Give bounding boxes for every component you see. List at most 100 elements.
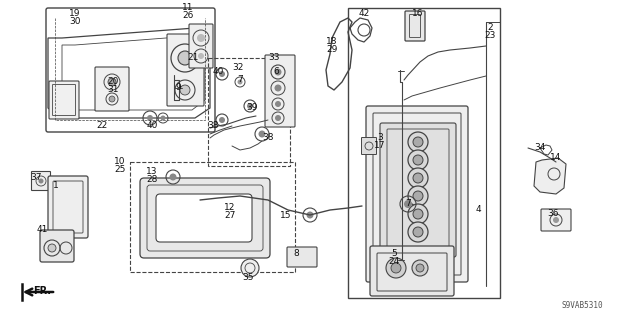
Text: 13: 13	[147, 167, 157, 176]
FancyBboxPatch shape	[541, 209, 571, 231]
Text: 7: 7	[237, 76, 243, 85]
FancyBboxPatch shape	[49, 81, 79, 119]
Circle shape	[413, 137, 423, 147]
Text: 26: 26	[182, 11, 194, 20]
Circle shape	[109, 96, 115, 102]
Circle shape	[408, 150, 428, 170]
Circle shape	[198, 53, 204, 59]
Text: 25: 25	[115, 166, 125, 174]
Text: 14: 14	[550, 153, 562, 162]
Circle shape	[197, 34, 205, 42]
Circle shape	[307, 211, 314, 219]
Circle shape	[108, 78, 116, 86]
Circle shape	[408, 186, 428, 206]
Text: 22: 22	[97, 122, 108, 130]
Circle shape	[178, 51, 192, 65]
Text: 40: 40	[212, 68, 224, 77]
Circle shape	[413, 191, 423, 201]
Circle shape	[408, 168, 428, 188]
Text: 33: 33	[268, 54, 280, 63]
Circle shape	[259, 130, 266, 137]
Text: 39: 39	[246, 103, 258, 113]
Polygon shape	[534, 158, 566, 194]
Text: 31: 31	[108, 85, 119, 94]
Text: 7: 7	[405, 199, 411, 209]
Circle shape	[413, 155, 423, 165]
Text: 30: 30	[69, 18, 81, 26]
Circle shape	[219, 117, 225, 123]
Text: 9: 9	[175, 84, 181, 93]
Text: 35: 35	[243, 273, 253, 283]
Text: 38: 38	[207, 122, 219, 130]
Circle shape	[553, 217, 559, 223]
Circle shape	[219, 71, 225, 77]
Circle shape	[386, 258, 406, 278]
Circle shape	[413, 209, 423, 219]
Text: 1: 1	[53, 182, 59, 190]
Text: 2: 2	[487, 24, 493, 33]
Circle shape	[413, 173, 423, 183]
Text: 15: 15	[280, 211, 292, 220]
Circle shape	[147, 115, 153, 121]
Circle shape	[275, 69, 282, 76]
Circle shape	[241, 259, 259, 277]
Text: 42: 42	[358, 10, 370, 19]
Circle shape	[391, 263, 401, 273]
FancyBboxPatch shape	[31, 172, 51, 190]
Text: 24: 24	[388, 257, 399, 266]
Text: 12: 12	[224, 204, 236, 212]
FancyBboxPatch shape	[167, 34, 204, 106]
Text: 41: 41	[36, 226, 48, 234]
Text: 36: 36	[547, 210, 559, 219]
Circle shape	[161, 115, 166, 121]
Text: 6: 6	[273, 66, 279, 76]
Text: 28: 28	[147, 175, 157, 184]
Text: FR.: FR.	[33, 286, 51, 296]
Text: 40: 40	[147, 122, 157, 130]
Text: 32: 32	[232, 63, 244, 72]
FancyBboxPatch shape	[95, 67, 129, 111]
Circle shape	[275, 85, 282, 92]
Text: 38: 38	[262, 133, 274, 143]
Circle shape	[408, 222, 428, 242]
Text: 3: 3	[377, 133, 383, 143]
Text: 27: 27	[224, 211, 236, 220]
FancyBboxPatch shape	[287, 247, 317, 267]
Circle shape	[408, 204, 428, 224]
Circle shape	[38, 179, 44, 183]
Text: 8: 8	[293, 249, 299, 258]
Text: 19: 19	[69, 10, 81, 19]
FancyBboxPatch shape	[366, 106, 468, 282]
Circle shape	[48, 244, 56, 252]
Text: 18: 18	[326, 38, 338, 47]
FancyBboxPatch shape	[380, 123, 456, 257]
FancyBboxPatch shape	[370, 246, 454, 296]
FancyBboxPatch shape	[189, 24, 213, 68]
Circle shape	[237, 79, 243, 85]
Bar	[208, 58, 290, 166]
Text: 4: 4	[475, 205, 481, 214]
Circle shape	[247, 103, 253, 109]
Circle shape	[170, 174, 177, 181]
Circle shape	[413, 227, 423, 237]
Text: 5: 5	[391, 249, 397, 258]
Circle shape	[180, 85, 190, 95]
Circle shape	[275, 101, 281, 107]
Text: 20: 20	[108, 78, 118, 86]
Text: 11: 11	[182, 4, 194, 12]
FancyBboxPatch shape	[156, 194, 252, 242]
FancyBboxPatch shape	[265, 55, 295, 127]
Circle shape	[404, 200, 412, 208]
Text: 34: 34	[534, 144, 546, 152]
Text: 21: 21	[188, 53, 198, 62]
Text: 16: 16	[412, 10, 424, 19]
FancyBboxPatch shape	[362, 137, 376, 154]
Text: 17: 17	[374, 142, 386, 151]
Text: 29: 29	[326, 46, 338, 55]
FancyBboxPatch shape	[40, 230, 74, 262]
Bar	[130, 162, 295, 272]
Text: 10: 10	[115, 158, 125, 167]
Circle shape	[408, 132, 428, 152]
Bar	[348, 8, 500, 298]
FancyBboxPatch shape	[405, 11, 425, 41]
